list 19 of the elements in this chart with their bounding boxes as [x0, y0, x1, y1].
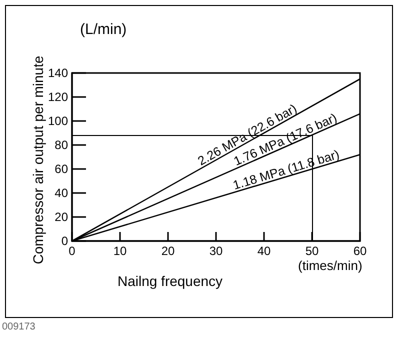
y-tick-label: 120	[48, 90, 68, 104]
y-tick-label: 0	[61, 234, 68, 248]
y-tick-label: 40	[54, 186, 68, 200]
x-tick-label: 40	[257, 244, 271, 258]
y-tick-label: 80	[54, 138, 68, 152]
x-tick-label: 60	[353, 244, 367, 258]
text: (times/min)	[298, 258, 362, 273]
y-tick-label: 60	[54, 162, 68, 176]
y-tick-label: 140	[48, 66, 68, 80]
text: (L/min)	[80, 21, 127, 38]
x-axis-title: Nailng frequency	[117, 273, 223, 289]
y-tick-label: 100	[48, 114, 68, 128]
x-tick-label: 20	[161, 244, 175, 258]
text: 009173	[2, 322, 36, 332]
x-tick-label: 30	[209, 244, 223, 258]
x-tick-label: 50	[305, 244, 319, 258]
y-axis-title: Compressor air output per minute	[30, 56, 46, 264]
x-tick-label: 10	[113, 244, 127, 258]
y-tick-label: 20	[54, 210, 68, 224]
